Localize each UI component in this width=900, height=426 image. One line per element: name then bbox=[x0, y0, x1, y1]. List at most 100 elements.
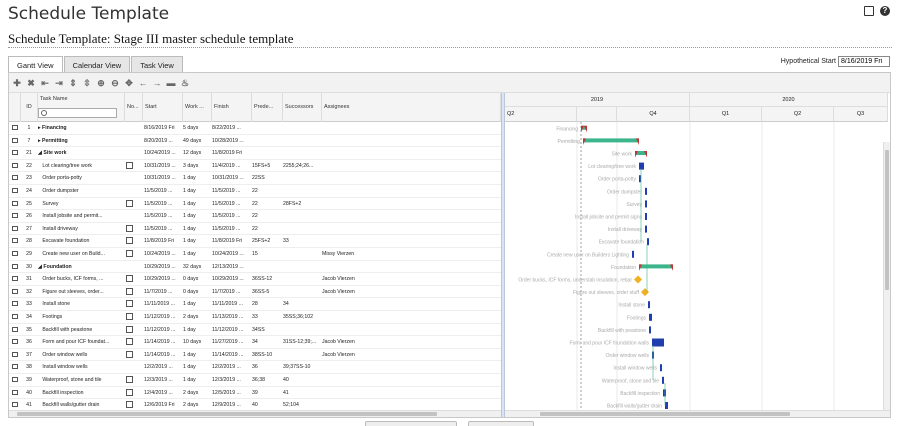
table-row[interactable]: 30 ◢ Foundation 10/29/2019 ... 32 days 12/13… bbox=[9, 261, 501, 274]
work-cell[interactable]: 1 day bbox=[183, 225, 196, 232]
finish-cell[interactable]: 11/11/2019 ... bbox=[212, 301, 243, 308]
start-cell[interactable]: 10/24/2019 ... bbox=[144, 150, 176, 157]
open-task-icon[interactable] bbox=[12, 399, 19, 412]
assignees-cell[interactable] bbox=[322, 147, 392, 160]
table-row[interactable]: 39 Waterproof, stone and tile 12/3/2019 .… bbox=[9, 374, 501, 387]
outdent-icon[interactable]: ⇤ bbox=[41, 77, 49, 88]
task-name[interactable]: Form and pour ICF foundat... bbox=[38, 339, 110, 346]
table-row[interactable]: 1 ▸ Financing 8/16/2019 Fri 5 days 8/22/2019… bbox=[9, 122, 501, 135]
notes-cell[interactable] bbox=[126, 399, 142, 412]
table-row[interactable]: 34 Footings 11/12/2019 ... 2 days 11/13/201… bbox=[9, 311, 501, 324]
zoom-in-icon[interactable]: ⊕ bbox=[97, 77, 105, 88]
note-icon[interactable] bbox=[126, 401, 133, 409]
successors-cell[interactable] bbox=[283, 135, 321, 148]
open-task-icon[interactable] bbox=[12, 261, 19, 274]
table-row[interactable]: 22 Lot clearing/tree work 10/31/2019 ... 3… bbox=[9, 160, 501, 173]
finish-cell[interactable]: 10/24/2019 ... bbox=[212, 251, 244, 257]
task-name[interactable]: Install jobsite and permit... bbox=[38, 213, 103, 220]
predecessors-cell[interactable]: 28 bbox=[252, 301, 258, 308]
task-bar[interactable] bbox=[645, 200, 647, 208]
assignees-cell[interactable] bbox=[322, 387, 392, 400]
notes-cell[interactable] bbox=[126, 273, 142, 286]
assignees-cell[interactable] bbox=[322, 185, 392, 198]
finish-cell[interactable]: 11/5/2019 ... bbox=[212, 225, 241, 232]
task-name[interactable]: Install driveway bbox=[38, 225, 78, 232]
header-successors[interactable]: Successors bbox=[283, 93, 322, 122]
start-cell[interactable]: 10/29/2019 ... bbox=[144, 276, 176, 283]
tab-gantt-view[interactable]: Gantt View bbox=[8, 56, 63, 74]
successors-cell[interactable] bbox=[283, 248, 321, 261]
header-id[interactable]: ID bbox=[21, 93, 38, 122]
successors-cell[interactable]: 35SS;36;102 bbox=[283, 314, 313, 320]
work-cell[interactable]: 3 days bbox=[183, 162, 199, 169]
assignees-cell[interactable] bbox=[322, 210, 392, 223]
predecessors-cell[interactable]: 22 bbox=[252, 188, 258, 194]
delete-icon[interactable]: ✖ bbox=[27, 77, 35, 88]
tab-task-view[interactable]: Task View bbox=[131, 56, 183, 74]
successors-cell[interactable] bbox=[283, 286, 321, 299]
task-bar[interactable] bbox=[663, 389, 666, 397]
open-task-icon[interactable] bbox=[12, 223, 19, 236]
assignees-cell[interactable]: Missy Vierzen bbox=[322, 251, 355, 257]
assignees-cell[interactable] bbox=[322, 324, 392, 337]
task-bar[interactable] bbox=[645, 187, 647, 195]
expand-icon[interactable]: ⇳ bbox=[83, 77, 91, 88]
start-cell[interactable]: 11/11/2019 ... bbox=[144, 301, 175, 308]
link-icon[interactable]: ▬ bbox=[166, 77, 176, 88]
note-icon[interactable] bbox=[126, 161, 133, 169]
notes-cell[interactable] bbox=[126, 286, 142, 299]
task-name[interactable]: Create new user on Build... bbox=[38, 251, 105, 257]
successors-cell[interactable] bbox=[283, 349, 321, 362]
assignees-cell[interactable] bbox=[322, 298, 392, 311]
successors-cell[interactable]: 28FS+2 bbox=[283, 200, 302, 207]
finish-cell[interactable]: 8/22/2019 ... bbox=[212, 125, 241, 131]
work-cell[interactable]: 1 day bbox=[183, 200, 196, 207]
arrow-left-icon[interactable]: ← bbox=[138, 77, 148, 88]
milestone-marker[interactable] bbox=[641, 288, 649, 297]
start-cell[interactable]: 11/12/2019 ... bbox=[144, 326, 176, 333]
successors-cell[interactable] bbox=[283, 147, 321, 160]
task-name[interactable]: Footings bbox=[38, 314, 63, 320]
task-name[interactable]: Install window wells bbox=[38, 364, 88, 371]
open-task-icon[interactable] bbox=[12, 122, 19, 135]
work-cell[interactable]: 49 days bbox=[183, 137, 202, 144]
header-finish[interactable]: Finish bbox=[212, 93, 252, 122]
task-bar[interactable] bbox=[652, 338, 664, 347]
note-icon[interactable] bbox=[126, 376, 133, 383]
start-cell[interactable]: 11/5/2019 ... bbox=[144, 213, 173, 220]
critical-path-icon[interactable]: ♨ bbox=[180, 77, 190, 88]
collapse-icon[interactable]: ⇕ bbox=[69, 77, 77, 88]
table-row[interactable]: 32 Figure out sleeves, order... 11/7/2019… bbox=[9, 286, 501, 299]
notes-cell[interactable] bbox=[126, 324, 142, 337]
finish-cell[interactable]: 11/5/2019 ... bbox=[212, 188, 241, 194]
note-icon[interactable] bbox=[126, 199, 133, 207]
open-task-icon[interactable] bbox=[12, 210, 19, 223]
note-icon[interactable] bbox=[126, 325, 133, 333]
summary-cap-right[interactable] bbox=[636, 138, 639, 145]
assignees-cell[interactable]: Jacob Vierzen bbox=[322, 276, 355, 283]
successors-cell[interactable] bbox=[283, 210, 321, 223]
start-cell[interactable]: 11/7/2019 ... bbox=[144, 288, 173, 295]
notes-cell[interactable] bbox=[126, 336, 142, 349]
predecessors-cell[interactable] bbox=[252, 135, 282, 148]
task-bar[interactable] bbox=[639, 175, 641, 183]
start-cell[interactable]: 10/31/2019 ... bbox=[144, 162, 176, 169]
assignees-cell[interactable]: Jacob Vierzen bbox=[322, 339, 355, 346]
work-cell[interactable]: 1 day bbox=[183, 251, 196, 257]
task-bar[interactable] bbox=[647, 238, 649, 246]
assignees-cell[interactable] bbox=[322, 374, 392, 387]
predecessors-cell[interactable]: 40 bbox=[252, 402, 258, 409]
work-cell[interactable]: 1 day bbox=[183, 364, 196, 371]
finish-cell[interactable]: 12/2/2019 ... bbox=[212, 364, 241, 371]
start-cell[interactable]: 8/20/2019 ... bbox=[144, 137, 173, 144]
task-name[interactable]: Backfill with peastone bbox=[38, 326, 93, 333]
predecessors-cell[interactable] bbox=[252, 261, 282, 274]
start-cell[interactable]: 8/16/2019 Fri bbox=[144, 125, 175, 131]
open-task-icon[interactable] bbox=[12, 361, 19, 374]
assignees-cell[interactable] bbox=[322, 198, 392, 211]
assignees-cell[interactable] bbox=[322, 235, 392, 248]
start-cell[interactable]: 12/2/2019 ... bbox=[144, 364, 173, 371]
successors-cell[interactable] bbox=[283, 273, 321, 286]
add-icon[interactable]: ✚ bbox=[13, 77, 21, 88]
successors-cell[interactable] bbox=[283, 185, 321, 198]
